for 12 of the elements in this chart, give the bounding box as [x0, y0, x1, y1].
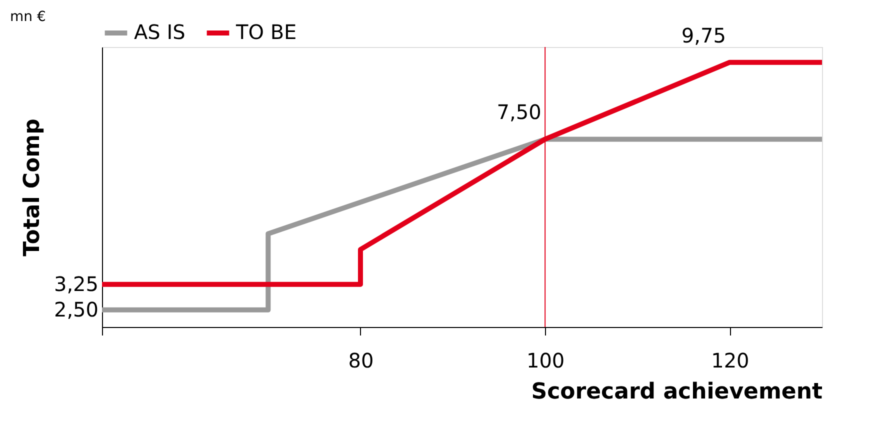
text: mn €: [10, 9, 46, 25]
annotation: 7,50: [496, 100, 542, 124]
x-tick-label: 80: [348, 348, 374, 372]
legend-label: AS IS: [134, 20, 186, 44]
y-axis-title: Total Comp: [20, 118, 45, 256]
x-tick-label: 100: [526, 348, 565, 372]
y-tick-label: 3,25: [54, 272, 98, 296]
legend-label: TO BE: [235, 20, 297, 44]
x-axis-title: Scorecard achievement: [531, 380, 823, 404]
annotation: 9,75: [681, 23, 726, 48]
x-tick-label: 120: [711, 348, 750, 372]
y-tick-label: 2,50: [54, 297, 98, 322]
